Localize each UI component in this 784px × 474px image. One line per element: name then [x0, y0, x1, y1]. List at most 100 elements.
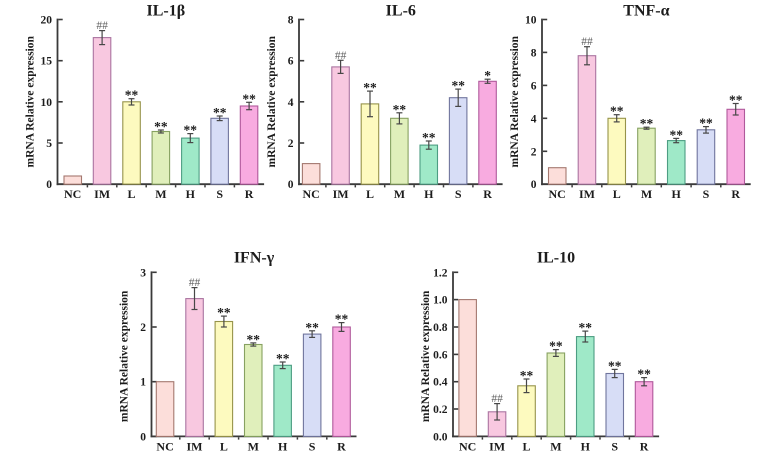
svg-text:R: R — [640, 439, 649, 453]
svg-text:**: ** — [640, 116, 654, 131]
svg-text:M: M — [394, 187, 405, 201]
svg-text:3: 3 — [140, 267, 146, 279]
svg-text:NC: NC — [303, 187, 320, 201]
svg-text:R: R — [337, 439, 346, 453]
svg-text:**: ** — [363, 80, 377, 95]
svg-text:H: H — [278, 439, 288, 453]
svg-text:**: ** — [669, 127, 683, 142]
svg-text:R: R — [731, 187, 740, 201]
svg-text:8: 8 — [288, 15, 294, 27]
svg-text:L: L — [220, 439, 228, 453]
svg-text:L: L — [366, 187, 374, 201]
svg-text:4: 4 — [288, 97, 294, 109]
svg-text:**: ** — [125, 88, 139, 103]
svg-text:**: ** — [608, 358, 622, 373]
svg-text:mRNA Relative expression: mRNA Relative expression — [119, 290, 131, 422]
svg-text:IM: IM — [94, 187, 110, 201]
svg-text:M: M — [155, 187, 166, 201]
svg-text:IL-1β: IL-1β — [146, 3, 185, 20]
svg-text:M: M — [248, 439, 259, 453]
svg-text:**: ** — [579, 320, 593, 335]
svg-text:H: H — [186, 187, 196, 201]
svg-text:**: ** — [247, 332, 261, 347]
svg-text:S: S — [216, 187, 223, 201]
svg-text:**: ** — [213, 105, 227, 120]
svg-text:0: 0 — [288, 179, 294, 191]
svg-text:**: ** — [184, 123, 198, 138]
svg-text:NC: NC — [64, 187, 81, 201]
svg-text:mRNA Relative expression: mRNA Relative expression — [420, 290, 432, 422]
svg-text:NC: NC — [459, 439, 476, 453]
svg-text:**: ** — [451, 78, 465, 93]
svg-text:**: ** — [729, 93, 743, 108]
svg-text:10: 10 — [41, 97, 53, 109]
svg-text:**: ** — [699, 116, 713, 131]
svg-text:L: L — [522, 439, 530, 453]
svg-text:**: ** — [549, 339, 563, 354]
svg-text:0.8: 0.8 — [433, 322, 448, 334]
svg-text:5: 5 — [46, 138, 52, 150]
svg-text:S: S — [611, 439, 618, 453]
svg-text:0: 0 — [46, 179, 52, 191]
svg-text:mRNA Relative expression: mRNA Relative expression — [509, 36, 521, 168]
svg-text:**: ** — [393, 102, 407, 117]
svg-text:8: 8 — [531, 47, 537, 59]
svg-text:1.2: 1.2 — [433, 267, 448, 279]
svg-text:0.2: 0.2 — [433, 404, 448, 416]
svg-text:**: ** — [276, 351, 290, 366]
svg-text:##: ## — [335, 50, 347, 62]
svg-text:IM: IM — [333, 187, 349, 201]
svg-text:L: L — [613, 187, 621, 201]
svg-text:S: S — [703, 187, 710, 201]
svg-text:IL-6: IL-6 — [386, 3, 416, 20]
svg-text:1: 1 — [140, 377, 146, 389]
svg-text:IFN-γ: IFN-γ — [234, 250, 275, 267]
svg-text:**: ** — [422, 130, 436, 145]
svg-text:6: 6 — [531, 80, 537, 92]
svg-text:mRNA Relative expression: mRNA Relative expression — [25, 36, 37, 168]
svg-text:S: S — [455, 187, 462, 201]
svg-text:20: 20 — [41, 15, 53, 27]
svg-text:M: M — [641, 187, 652, 201]
svg-text:**: ** — [520, 368, 534, 383]
svg-text:M: M — [550, 439, 561, 453]
svg-text:IM: IM — [489, 439, 505, 453]
svg-text:*: * — [484, 68, 491, 83]
svg-text:0: 0 — [140, 431, 146, 443]
svg-text:NC: NC — [549, 187, 566, 201]
svg-text:##: ## — [491, 393, 503, 405]
svg-text:**: ** — [637, 367, 651, 382]
svg-text:**: ** — [335, 312, 349, 327]
svg-text:4: 4 — [531, 113, 537, 125]
svg-text:0.4: 0.4 — [433, 377, 448, 389]
svg-text:10: 10 — [525, 15, 537, 27]
svg-text:**: ** — [217, 305, 231, 320]
svg-text:R: R — [245, 187, 254, 201]
svg-text:##: ## — [96, 20, 108, 32]
svg-text:NC: NC — [156, 439, 173, 453]
svg-text:15: 15 — [41, 56, 53, 68]
svg-text:0.6: 0.6 — [433, 349, 448, 361]
svg-text:6: 6 — [288, 56, 294, 68]
svg-text:L: L — [127, 187, 135, 201]
svg-text:1.0: 1.0 — [433, 295, 448, 307]
svg-text:0.0: 0.0 — [433, 431, 448, 443]
svg-text:**: ** — [610, 104, 624, 119]
svg-text:##: ## — [189, 277, 201, 289]
svg-text:IL-10: IL-10 — [537, 250, 575, 267]
svg-text:2: 2 — [288, 138, 294, 150]
svg-text:IM: IM — [187, 439, 203, 453]
svg-text:0: 0 — [531, 179, 537, 191]
svg-text:##: ## — [581, 36, 593, 48]
svg-text:**: ** — [242, 91, 256, 106]
svg-text:H: H — [424, 187, 434, 201]
svg-text:H: H — [672, 187, 682, 201]
svg-text:mRNA Relative expression: mRNA Relative expression — [266, 36, 278, 168]
svg-text:TNF-α: TNF-α — [623, 3, 669, 20]
svg-text:H: H — [581, 439, 591, 453]
svg-text:**: ** — [154, 119, 168, 134]
svg-text:IM: IM — [579, 187, 595, 201]
svg-text:R: R — [483, 187, 492, 201]
svg-text:**: ** — [305, 320, 319, 335]
svg-text:S: S — [309, 439, 316, 453]
